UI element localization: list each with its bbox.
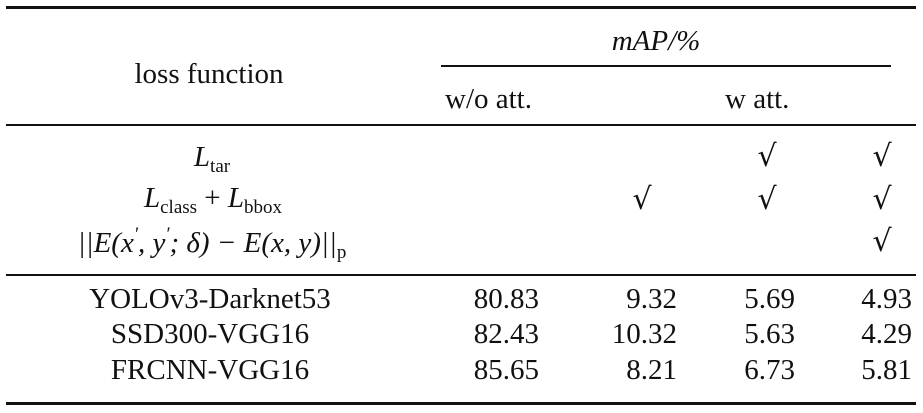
metric-header: mAP/% [611,25,701,57]
table-cell: 80.83 [473,283,539,315]
table-cell: 5.81 [861,354,912,386]
loss-term-class-bbox: Lclass + Lbbox [143,182,283,218]
table-cell: 5.69 [744,283,795,315]
table-cell: 10.32 [611,318,677,350]
table-cell: 9.32 [626,283,677,315]
col-header-without-attack: w/o att. [445,83,532,115]
top-rule [6,6,916,9]
check-icon: √ [757,182,777,217]
model-name: SSD300-VGG16 [110,318,310,350]
check-icon: √ [872,182,892,217]
check-icon: √ [632,182,652,217]
check-icon: √ [872,139,892,174]
table-cell: 85.65 [473,354,539,386]
table-cell: 6.73 [744,354,795,386]
mid-rule-header [6,124,916,126]
check-icon: √ [872,224,892,259]
table-cell: 5.63 [744,318,795,350]
table-cell: 8.21 [626,354,677,386]
model-name: FRCNN-VGG16 [110,354,310,386]
check-icon: √ [757,139,777,174]
loss-term-target: Ltar [193,141,231,177]
mid-rule-terms [6,274,916,276]
table-cell: 82.43 [473,318,539,350]
table-cell: 4.29 [861,318,912,350]
loss-term-feature-distance: ||E(x′, y′; δ) − E(x, y)||p [77,224,347,263]
metric-underline [441,65,891,67]
bottom-rule [6,402,916,405]
col-header-with-attack: w att. [725,83,790,115]
loss-function-header: loss function [134,58,284,90]
table-cell: 4.93 [861,283,912,315]
model-name: YOLOv3-Darknet53 [89,283,331,315]
